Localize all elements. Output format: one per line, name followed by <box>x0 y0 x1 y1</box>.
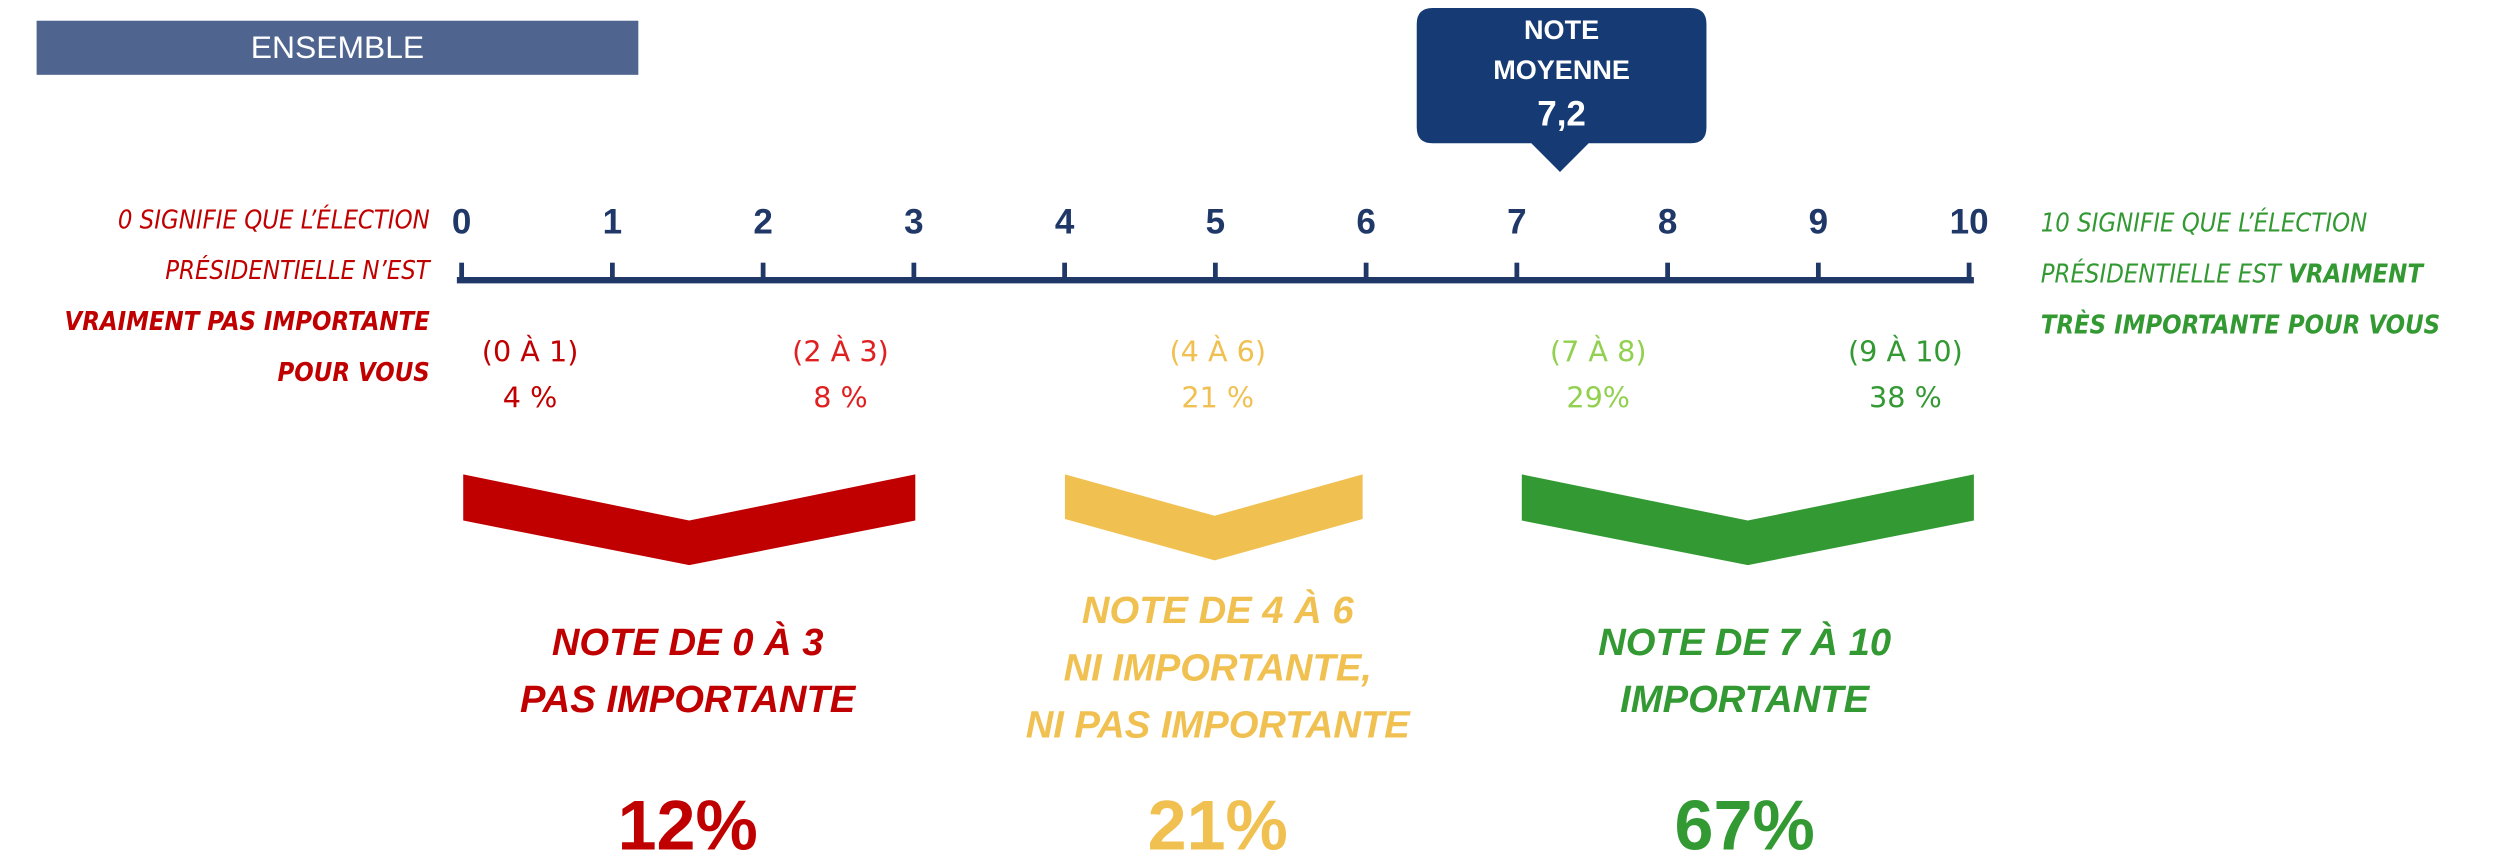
group-title: IMPORTANTE <box>1620 678 1870 721</box>
caption-line: VRAIMENT PAS IMPORTANTE <box>65 307 431 337</box>
caption-line: PRÉSIDENTIELLE N’EST <box>165 256 432 286</box>
range-label: (7 À 8) <box>1550 334 1647 368</box>
average-label: MOYENNE <box>1493 55 1630 85</box>
group-title: NI IMPORTANTE, <box>1064 646 1372 689</box>
tick-label: 3 <box>904 203 923 242</box>
group-title: PAS IMPORTANTE <box>520 678 857 721</box>
average-label: NOTE <box>1524 15 1599 45</box>
caption-line: PRÉSIDENTIELLE EST VRAIMENT <box>2041 259 2426 289</box>
chevron <box>1521 474 1974 566</box>
group-total: 21% <box>1148 786 1288 859</box>
range-label: (0 À 1) <box>482 334 579 368</box>
group-total: 67% <box>1675 786 1815 859</box>
chevron <box>1064 474 1363 561</box>
caption-part: PRÉSIDENTIELLE EST <box>2041 259 2288 289</box>
group-total: 12% <box>618 786 758 859</box>
tick-label: 2 <box>753 203 772 242</box>
caption-part: VRAIMENT <box>2288 259 2425 289</box>
range-share: 29% <box>1566 381 1630 415</box>
caption-line: 10 SIGNIFIE QUE L’ÉLECTION <box>2041 208 2368 238</box>
scale: 0 1 2 3 4 5 6 7 8 9 10 <box>452 203 1989 284</box>
caption-line: 0 SIGNIFIE QUE L’ÉLECTION <box>118 205 430 235</box>
group-title: NOTE DE 0 À 3 <box>552 620 824 664</box>
chevron <box>463 474 916 566</box>
tick-label: 8 <box>1658 203 1677 242</box>
tick-label: 1 <box>603 203 622 242</box>
tick-label: 7 <box>1507 203 1526 242</box>
group-title: NOTE DE 7 À 10 <box>1598 620 1891 664</box>
range-share: 4 % <box>503 381 558 415</box>
range-share: 38 % <box>1869 381 1942 415</box>
range-label: (4 À 6) <box>1169 334 1266 368</box>
caption-line: TRÈS IMPORTANTE POUR VOUS <box>2041 309 2440 340</box>
average-value: 7,2 <box>1537 94 1586 133</box>
header-bar <box>36 20 639 75</box>
range-share: 8 % <box>813 381 868 415</box>
tick-label: 0 <box>452 203 471 242</box>
tick-label: 10 <box>1950 203 1989 242</box>
left-caption: 0 SIGNIFIE QUE L’ÉLECTION PRÉSIDENTIELLE… <box>65 205 432 388</box>
group-title: NI PAS IMPORTANTE <box>1026 704 1412 747</box>
caption-line: POUR VOUS <box>278 358 430 388</box>
range-label: (2 À 3) <box>792 334 889 368</box>
range-share: 21 % <box>1181 381 1254 415</box>
header-label: ENSEMBLE <box>251 29 424 65</box>
tick-label: 5 <box>1206 203 1225 242</box>
right-caption: 10 SIGNIFIE QUE L’ÉLECTION PRÉSIDENTIELL… <box>2041 208 2440 340</box>
range-label: (9 À 10) <box>1848 334 1963 368</box>
details: (0 À 1) 4 % (2 À 3) 8 % (4 À 6) 21 % (7 À 8) 29… <box>482 334 1963 864</box>
tick-label: 6 <box>1356 203 1375 242</box>
group-title: NOTE DE 4 À 6 <box>1082 588 1354 632</box>
tick-label: 9 <box>1809 203 1828 242</box>
average-box <box>1416 7 1707 172</box>
tick-label: 4 <box>1055 203 1075 242</box>
